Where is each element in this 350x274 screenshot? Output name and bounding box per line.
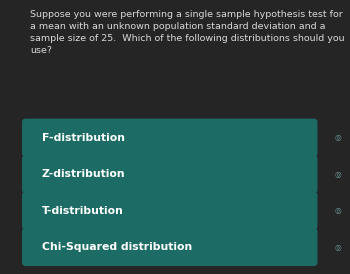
Text: Chi-Squared distribution: Chi-Squared distribution <box>42 242 192 252</box>
Text: ◎: ◎ <box>335 133 341 142</box>
FancyBboxPatch shape <box>22 155 317 193</box>
FancyBboxPatch shape <box>22 192 317 230</box>
Text: ◎: ◎ <box>335 206 341 215</box>
FancyBboxPatch shape <box>22 228 317 266</box>
Text: ◎: ◎ <box>335 242 341 252</box>
Text: Suppose you were performing a single sample hypothesis test for
a mean with an u: Suppose you were performing a single sam… <box>30 10 344 55</box>
FancyBboxPatch shape <box>22 119 317 157</box>
Text: F-distribution: F-distribution <box>42 133 125 143</box>
Text: Z-distribution: Z-distribution <box>42 169 126 179</box>
Text: T-distribution: T-distribution <box>42 206 124 216</box>
Text: ◎: ◎ <box>335 170 341 179</box>
